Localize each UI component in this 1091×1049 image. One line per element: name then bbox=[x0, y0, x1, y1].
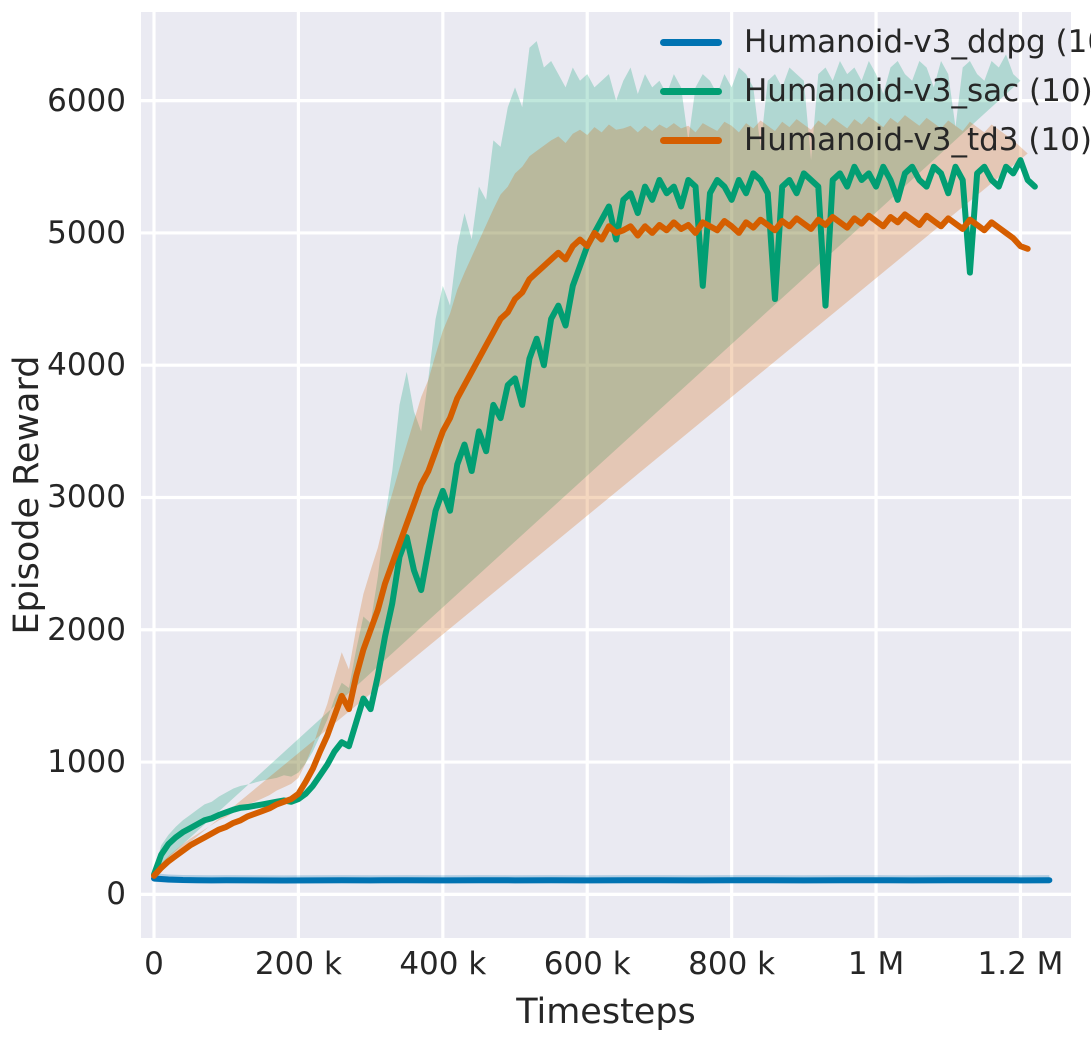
y-axis-tick-label: 3000 bbox=[47, 479, 126, 516]
legend-color-swatch bbox=[660, 136, 722, 144]
x-axis-tick-label: 400 k bbox=[399, 946, 487, 982]
legend-item[interactable]: Humanoid-v3_td3 (10) bbox=[660, 120, 1091, 160]
y-axis-tick-label: 2000 bbox=[47, 611, 126, 648]
plot-area bbox=[141, 12, 1071, 938]
legend-item-label: Humanoid-v3_sac (10) bbox=[744, 73, 1091, 109]
series-lines bbox=[151, 157, 1053, 884]
x-axis-tick-label: 200 k bbox=[254, 946, 342, 982]
y-axis-tick-label: 4000 bbox=[47, 347, 126, 384]
series-line bbox=[151, 875, 1053, 884]
x-axis-tick-label: 0 bbox=[144, 946, 164, 982]
legend-color-swatch bbox=[660, 38, 722, 46]
series-line bbox=[151, 211, 1031, 879]
x-axis-tick-label: 600 k bbox=[543, 946, 631, 982]
legend-item-label: Humanoid-v3_ddpg (10) bbox=[744, 24, 1091, 60]
y-axis-tick-label: 5000 bbox=[47, 214, 126, 251]
x-axis-label: Timesteps bbox=[516, 992, 696, 1032]
x-axis-tick-label: 1.2 M bbox=[977, 946, 1064, 982]
legend-color-swatch bbox=[660, 87, 722, 95]
confidence-band bbox=[154, 115, 1028, 872]
y-axis-tick-label: 1000 bbox=[47, 744, 126, 781]
x-axis-tick-label: 1 M bbox=[847, 946, 905, 982]
legend-item-label: Humanoid-v3_td3 (10) bbox=[744, 122, 1091, 158]
confidence-band bbox=[154, 41, 1021, 871]
legend-item[interactable]: Humanoid-v3_sac (10) bbox=[660, 71, 1091, 111]
y-axis-label: Episode Reward bbox=[7, 355, 47, 635]
gridlines bbox=[141, 12, 1071, 938]
y-axis-tick-label: 6000 bbox=[47, 82, 126, 119]
x-axis-tick-label: 800 k bbox=[688, 946, 776, 982]
legend-item[interactable]: Humanoid-v3_ddpg (10) bbox=[660, 22, 1091, 62]
chart-legend: Humanoid-v3_ddpg (10) Humanoid-v3_sac (1… bbox=[660, 22, 1091, 160]
y-axis-tick-label: 0 bbox=[106, 876, 126, 913]
chart-canvas bbox=[141, 12, 1071, 938]
